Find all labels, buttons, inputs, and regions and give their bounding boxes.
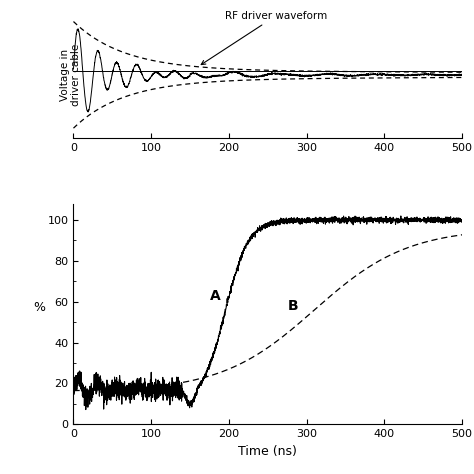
- Text: RF driver waveform: RF driver waveform: [201, 11, 328, 64]
- Text: A: A: [210, 289, 221, 302]
- Y-axis label: %: %: [33, 301, 46, 314]
- X-axis label: Time (ns): Time (ns): [238, 445, 297, 457]
- Y-axis label: Voltage in
driver cable: Voltage in driver cable: [60, 44, 82, 106]
- Text: B: B: [288, 299, 299, 313]
